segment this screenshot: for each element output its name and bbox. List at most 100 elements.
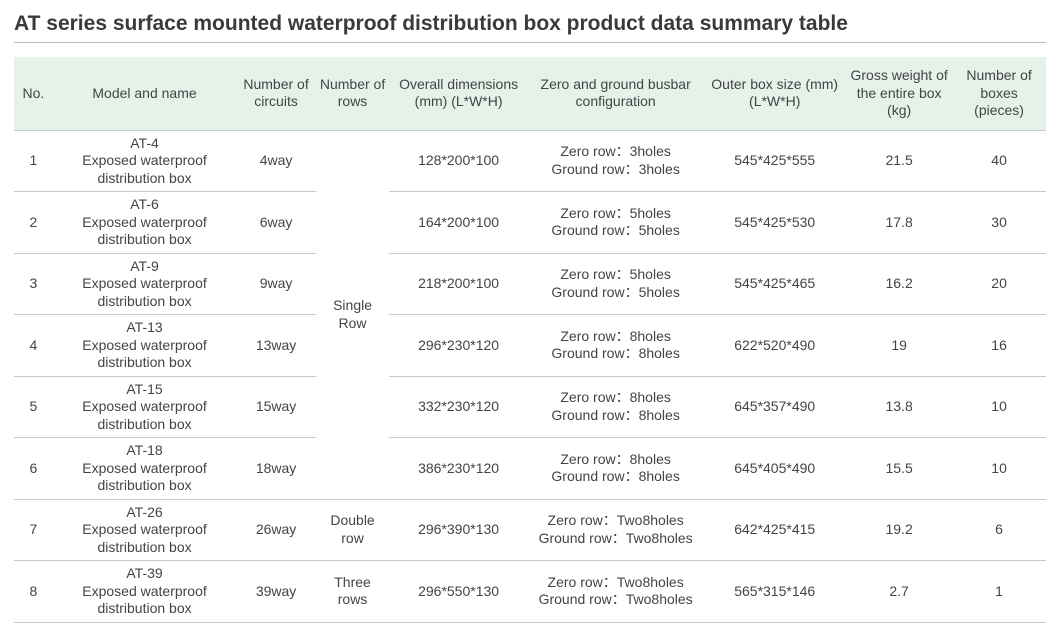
cell-gross-weight: 19 [846,315,952,377]
cell-overall-dim: 332*230*120 [389,376,528,438]
model-code: AT-15 [57,381,233,399]
cell-overall-dim: 296*390*130 [389,499,528,561]
cell-no: 6 [14,438,53,500]
cell-busbar: Zero row：8holesGround row：8holes [528,438,703,500]
cell-no: 8 [14,561,53,623]
cell-circuits: 6way [236,192,316,254]
col-header-model: Model and name [53,57,237,130]
cell-busbar: Zero row：8holesGround row：8holes [528,376,703,438]
col-header-circuits: Number of circuits [236,57,316,130]
busbar-zero: Zero row：5holes [532,266,699,284]
cell-num-boxes: 6 [952,499,1046,561]
cell-busbar: Zero row：3holesGround row：3holes [528,130,703,192]
cell-gross-weight: 17.8 [846,192,952,254]
cell-gross-weight: 13.8 [846,376,952,438]
model-code: AT-4 [57,135,233,153]
busbar-zero: Zero row：5holes [532,205,699,223]
cell-gross-weight: 21.5 [846,130,952,192]
cell-no: 2 [14,192,53,254]
busbar-zero: Zero row：Two8holes [532,574,699,592]
cell-busbar: Zero row：8holesGround row：8holes [528,315,703,377]
cell-number-of-rows: Double row [316,499,389,561]
cell-gross-weight: 19.2 [846,499,952,561]
busbar-zero: Zero row：8holes [532,451,699,469]
cell-circuits: 15way [236,376,316,438]
cell-model: AT-9Exposed waterproof distribution box [53,253,237,315]
cell-overall-dim: 296*550*130 [389,561,528,623]
cell-num-boxes: 16 [952,315,1046,377]
model-desc: Exposed waterproof distribution box [57,275,233,310]
product-data-table: No. Model and name Number of circuits Nu… [14,57,1046,623]
busbar-ground: Ground row：8holes [532,345,699,363]
cell-outer-size: 622*520*490 [703,315,846,377]
busbar-ground: Ground row：3holes [532,161,699,179]
cell-outer-size: 642*425*415 [703,499,846,561]
cell-num-boxes: 1 [952,561,1046,623]
cell-outer-size: 645*357*490 [703,376,846,438]
page-title: AT series surface mounted waterproof dis… [14,12,1046,43]
model-desc: Exposed waterproof distribution box [57,583,233,618]
model-desc: Exposed waterproof distribution box [57,152,233,187]
cell-num-boxes: 20 [952,253,1046,315]
cell-gross-weight: 15.5 [846,438,952,500]
busbar-zero: Zero row：3holes [532,143,699,161]
col-header-boxes: Number of boxes (pieces) [952,57,1046,130]
cell-circuits: 9way [236,253,316,315]
model-code: AT-6 [57,196,233,214]
cell-outer-size: 565*315*146 [703,561,846,623]
busbar-ground: Ground row：5holes [532,284,699,302]
cell-model: AT-26Exposed waterproof distribution box [53,499,237,561]
busbar-ground: Ground row：Two8holes [532,530,699,548]
busbar-ground: Ground row：8holes [532,468,699,486]
cell-busbar: Zero row：5holesGround row：5holes [528,192,703,254]
model-code: AT-39 [57,565,233,583]
cell-no: 5 [14,376,53,438]
model-code: AT-13 [57,319,233,337]
cell-model: AT-15Exposed waterproof distribution box [53,376,237,438]
cell-outer-size: 545*425*530 [703,192,846,254]
cell-overall-dim: 128*200*100 [389,130,528,192]
model-code: AT-9 [57,258,233,276]
table-header-row: No. Model and name Number of circuits Nu… [14,57,1046,130]
col-header-no: No. [14,57,53,130]
cell-no: 4 [14,315,53,377]
cell-overall-dim: 386*230*120 [389,438,528,500]
cell-overall-dim: 296*230*120 [389,315,528,377]
cell-num-boxes: 10 [952,438,1046,500]
cell-overall-dim: 218*200*100 [389,253,528,315]
table-row: 5AT-15Exposed waterproof distribution bo… [14,376,1046,438]
cell-number-of-rows: Single Row [316,130,389,499]
table-row: 3AT-9Exposed waterproof distribution box… [14,253,1046,315]
busbar-zero: Zero row：8holes [532,328,699,346]
table-row: 8AT-39Exposed waterproof distribution bo… [14,561,1046,623]
col-header-busbar: Zero and ground busbar configuration [528,57,703,130]
cell-gross-weight: 2.7 [846,561,952,623]
table-row: 6AT-18Exposed waterproof distribution bo… [14,438,1046,500]
cell-model: AT-4Exposed waterproof distribution box [53,130,237,192]
model-desc: Exposed waterproof distribution box [57,214,233,249]
cell-model: AT-6Exposed waterproof distribution box [53,192,237,254]
model-desc: Exposed waterproof distribution box [57,398,233,433]
busbar-zero: Zero row：Two8holes [532,512,699,530]
cell-no: 7 [14,499,53,561]
table-row: 1AT-4Exposed waterproof distribution box… [14,130,1046,192]
cell-no: 1 [14,130,53,192]
cell-model: AT-39Exposed waterproof distribution box [53,561,237,623]
cell-circuits: 18way [236,438,316,500]
cell-model: AT-18Exposed waterproof distribution box [53,438,237,500]
table-row: 2AT-6Exposed waterproof distribution box… [14,192,1046,254]
cell-num-boxes: 30 [952,192,1046,254]
cell-outer-size: 645*405*490 [703,438,846,500]
model-desc: Exposed waterproof distribution box [57,460,233,495]
cell-circuits: 13way [236,315,316,377]
busbar-ground: Ground row：5holes [532,222,699,240]
busbar-zero: Zero row：8holes [532,389,699,407]
model-desc: Exposed waterproof distribution box [57,521,233,556]
busbar-ground: Ground row：8holes [532,407,699,425]
cell-circuits: 26way [236,499,316,561]
model-desc: Exposed waterproof distribution box [57,337,233,372]
cell-number-of-rows: Three rows [316,561,389,623]
cell-outer-size: 545*425*465 [703,253,846,315]
cell-circuits: 39way [236,561,316,623]
table-row: 7AT-26Exposed waterproof distribution bo… [14,499,1046,561]
